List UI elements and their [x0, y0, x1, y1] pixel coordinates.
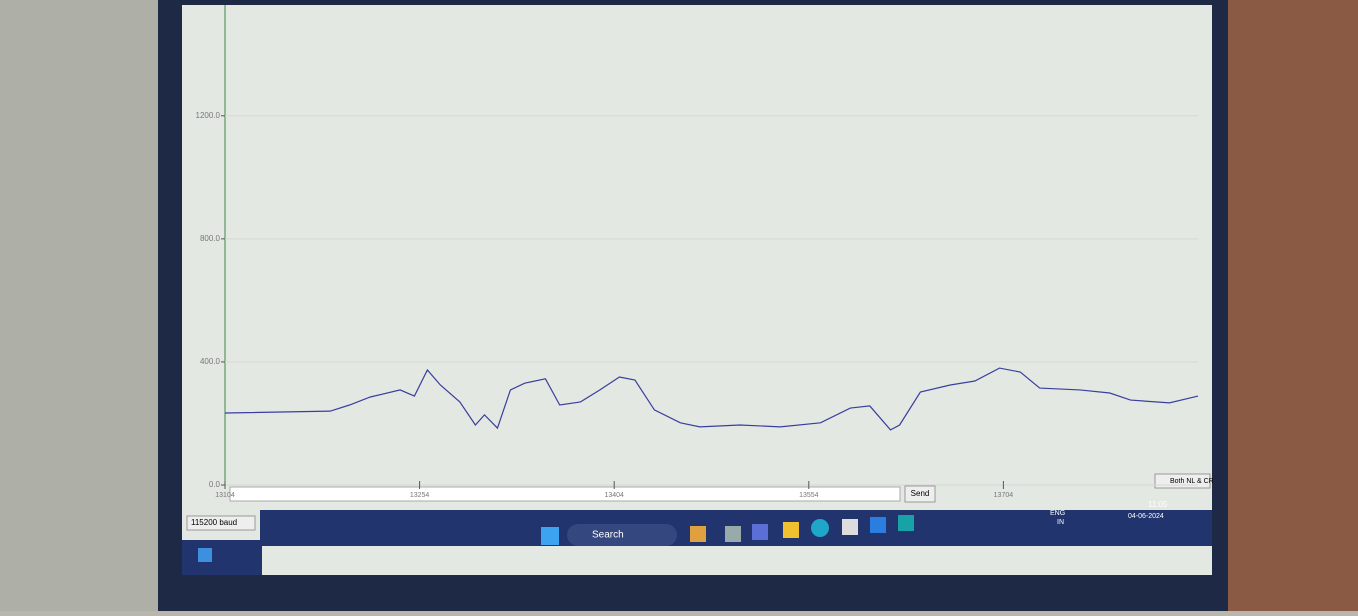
x-tick-label: 13254 [410, 492, 430, 499]
taskbar-app[interactable] [752, 524, 768, 540]
tray-time: 11:05 [1148, 500, 1168, 509]
tray-date: 04-06-2024 [1128, 513, 1164, 520]
page: Send Both NL & CR 115200 baud Search ENG… [0, 0, 1358, 611]
y-tick-label: 0.0 [209, 480, 221, 489]
taskbar-app[interactable] [690, 526, 706, 542]
x-tick-label: 13554 [799, 492, 819, 499]
photo-of-screen: Send Both NL & CR 115200 baud Search ENG… [0, 0, 1358, 611]
start-button[interactable] [541, 527, 559, 545]
taskbar-app[interactable] [783, 522, 799, 538]
tray-region: IN [1057, 519, 1064, 526]
y-tick-label: 400.0 [200, 357, 221, 366]
wall [1220, 0, 1358, 611]
line-ending-label: Both NL & CR [1170, 478, 1214, 485]
x-tick-label: 13404 [604, 492, 624, 499]
taskbar-app[interactable] [842, 519, 858, 535]
taskbar-app[interactable] [725, 526, 741, 542]
taskbar-left [182, 540, 262, 575]
y-tick-label: 1200.0 [196, 111, 221, 120]
y-tick-label: 800.0 [200, 234, 221, 243]
x-tick-label: 13704 [994, 492, 1014, 499]
taskbar-app[interactable] [811, 519, 829, 537]
baud-label: 115200 baud [191, 518, 237, 527]
search-label: Search [592, 530, 624, 541]
taskbar-app[interactable] [898, 515, 914, 531]
tray-lang: ENG [1050, 510, 1065, 517]
x-tick-label: 13104 [215, 492, 235, 499]
widgets-icon[interactable] [198, 548, 212, 562]
send-label: Send [911, 489, 930, 498]
taskbar-app[interactable] [870, 517, 886, 533]
